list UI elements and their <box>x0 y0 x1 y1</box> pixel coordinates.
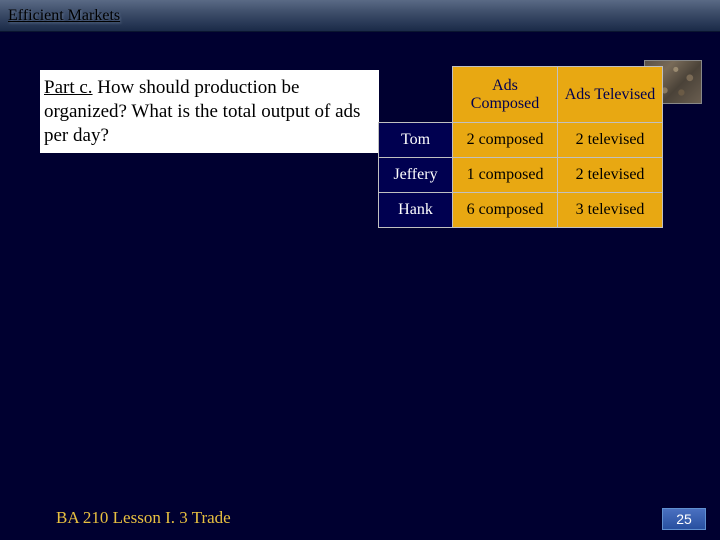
row-name: Jeffery <box>379 158 453 193</box>
page-number: 25 <box>676 511 692 527</box>
part-label: Part c. <box>44 77 93 98</box>
row-name: Hank <box>379 193 453 228</box>
table-row: Jeffery 1 composed 2 televised <box>379 158 663 193</box>
cell-composed: 2 composed <box>453 123 558 158</box>
cell-televised: 2 televised <box>558 158 663 193</box>
cell-televised: 3 televised <box>558 193 663 228</box>
table-row: Hank 6 composed 3 televised <box>379 193 663 228</box>
cell-televised: 2 televised <box>558 123 663 158</box>
table-corner-blank <box>379 67 453 123</box>
col-header-composed: Ads Composed <box>453 67 558 123</box>
question-block: Part c. How should production be organiz… <box>40 70 380 153</box>
cell-composed: 6 composed <box>453 193 558 228</box>
page-number-box: 25 <box>662 508 706 530</box>
title-bar: Efficient Markets <box>0 0 720 32</box>
table-row: Tom 2 composed 2 televised <box>379 123 663 158</box>
col-header-televised: Ads Televised <box>558 67 663 123</box>
row-name: Tom <box>379 123 453 158</box>
footer-text: BA 210 Lesson I. 3 Trade <box>56 508 231 528</box>
question-text: Part c. How should production be organiz… <box>44 76 372 147</box>
table: Ads Composed Ads Televised Tom 2 compose… <box>378 66 663 228</box>
slide-title: Efficient Markets <box>8 7 120 25</box>
production-table: Ads Composed Ads Televised Tom 2 compose… <box>378 66 663 228</box>
cell-composed: 1 composed <box>453 158 558 193</box>
